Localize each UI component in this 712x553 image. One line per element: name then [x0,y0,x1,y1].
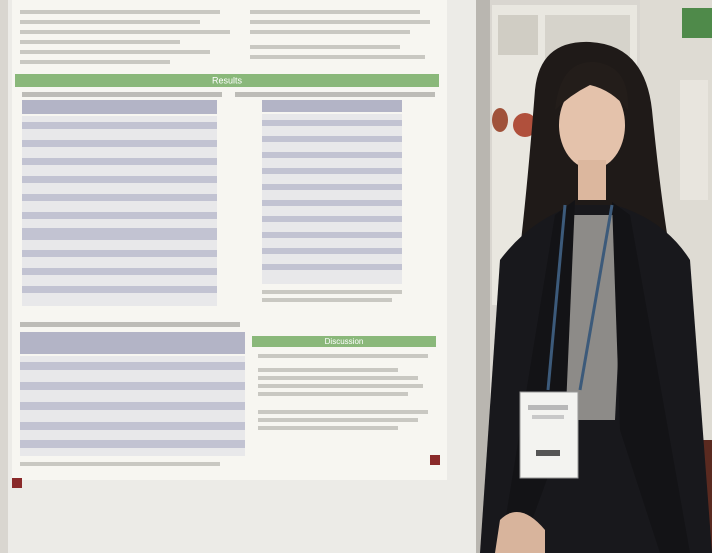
pin [12,478,22,488]
results-bar [15,74,439,87]
side-poster-image [513,113,537,137]
board-edge [476,0,490,553]
results-heading: Results [212,75,243,85]
table-1 [22,92,222,306]
table-3 [20,322,245,466]
next-poster-panel [680,80,708,200]
side-poster-image [492,108,508,132]
discussion-bar [252,336,436,347]
discussion-text [258,354,428,430]
pin [430,455,440,465]
discussion-heading: Discussion [325,337,364,346]
person [480,41,712,553]
next-poster-header [682,8,712,38]
poster-top-text [20,10,430,64]
side-poster-figure [498,15,538,55]
table-2 [235,92,435,302]
